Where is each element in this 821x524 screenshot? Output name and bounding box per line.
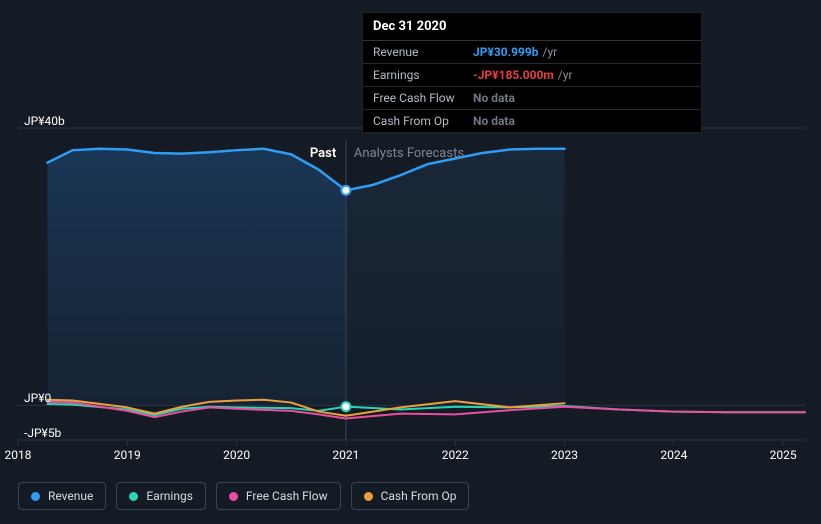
hover-tooltip: Dec 31 2020 RevenueJP¥30.999b/yrEarnings… [362, 12, 702, 133]
legend: Revenue Earnings Free Cash Flow Cash From O… [18, 482, 469, 510]
tooltip-row-value: No data [473, 114, 515, 128]
legend-dot-icon [31, 492, 40, 501]
tooltip-row-label: Cash From Op [373, 114, 473, 128]
legend-item[interactable]: Free Cash Flow [216, 482, 341, 510]
legend-item-label: Free Cash Flow [246, 489, 328, 503]
legend-item[interactable]: Cash From Op [351, 482, 470, 510]
y-tick-label: -JP¥5b [24, 426, 61, 440]
legend-item[interactable]: Earnings [116, 482, 206, 510]
x-tick-label: 2022 [442, 448, 469, 462]
tooltip-row: RevenueJP¥30.999b/yr [363, 41, 701, 64]
x-tick-label: 2024 [660, 448, 687, 462]
legend-item-label: Cash From Op [381, 489, 457, 503]
legend-dot-icon [229, 492, 238, 501]
legend-item-label: Earnings [146, 489, 193, 503]
legend-dot-icon [364, 492, 373, 501]
y-tick-label: JP¥40b [24, 114, 65, 128]
x-tick-label: 2020 [223, 448, 250, 462]
split-label-past: Past [310, 146, 336, 161]
tooltip-row-suffix: /yr [543, 45, 558, 59]
tooltip-row-suffix: /yr [558, 68, 573, 82]
split-label-forecast: Analysts Forecasts [354, 146, 464, 161]
x-tick-label: 2023 [551, 448, 578, 462]
tooltip-date: Dec 31 2020 [363, 13, 701, 41]
tooltip-row-value: JP¥30.999b [473, 45, 539, 59]
financials-chart: JP¥40b JP¥0 -JP¥5b 2018 2019 2020 2021 2022 202… [0, 0, 821, 524]
tooltip-row: Free Cash FlowNo data [363, 87, 701, 110]
legend-item[interactable]: Revenue [18, 482, 106, 510]
x-tick-label: 2025 [770, 448, 797, 462]
tooltip-row-value: No data [473, 91, 515, 105]
tooltip-row: Cash From OpNo data [363, 110, 701, 132]
legend-item-label: Revenue [48, 489, 93, 503]
x-tick-label: 2019 [114, 448, 141, 462]
legend-dot-icon [129, 492, 138, 501]
tooltip-row-value: -JP¥185.000m [473, 68, 554, 82]
tooltip-row-label: Revenue [373, 45, 473, 59]
x-tick-label: 2021 [332, 448, 359, 462]
tooltip-row-label: Free Cash Flow [373, 91, 473, 105]
tooltip-row: Earnings-JP¥185.000m/yr [363, 64, 701, 87]
tooltip-row-label: Earnings [373, 68, 473, 82]
y-tick-label: JP¥0 [24, 391, 51, 405]
x-tick-label: 2018 [5, 448, 32, 462]
